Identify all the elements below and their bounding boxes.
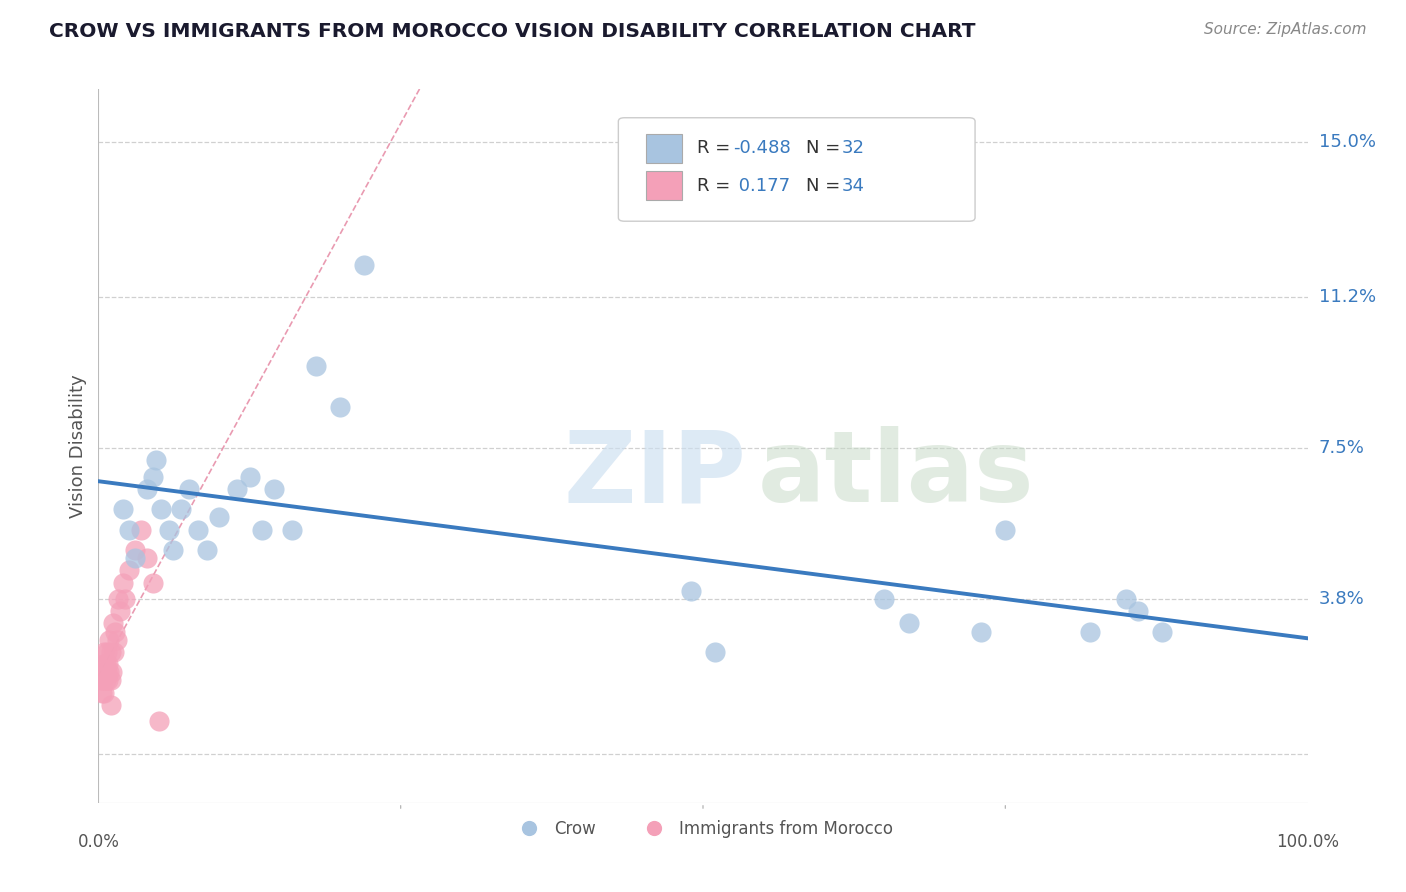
- Text: 3.8%: 3.8%: [1319, 590, 1364, 608]
- Point: [250, 523, 273, 537]
- Text: 0.177: 0.177: [734, 177, 790, 194]
- Point: [169, 502, 191, 516]
- Point: [103, 645, 125, 659]
- Text: 7.5%: 7.5%: [1319, 439, 1365, 457]
- Point: [679, 583, 702, 598]
- Point: [1152, 624, 1174, 639]
- Point: [91, 686, 114, 700]
- Point: [100, 698, 122, 712]
- Point: [148, 714, 170, 729]
- Point: [263, 482, 285, 496]
- Text: atlas: atlas: [758, 426, 1033, 523]
- Text: 32: 32: [842, 139, 865, 157]
- Point: [91, 657, 114, 672]
- Point: [329, 401, 352, 415]
- Point: [970, 624, 993, 639]
- Point: [100, 665, 122, 680]
- Point: [305, 359, 328, 374]
- Text: 15.0%: 15.0%: [1319, 133, 1375, 152]
- Y-axis label: Vision Disability: Vision Disability: [69, 374, 87, 518]
- Text: 100.0%: 100.0%: [1277, 833, 1339, 851]
- Point: [101, 616, 124, 631]
- Point: [145, 453, 167, 467]
- Point: [704, 645, 727, 659]
- Point: [129, 523, 152, 537]
- Point: [226, 482, 249, 496]
- Text: R =: R =: [697, 139, 735, 157]
- Point: [179, 482, 201, 496]
- Text: 34: 34: [842, 177, 865, 194]
- Point: [93, 665, 115, 680]
- FancyBboxPatch shape: [619, 118, 976, 221]
- FancyBboxPatch shape: [647, 171, 682, 200]
- Point: [91, 673, 114, 688]
- FancyBboxPatch shape: [647, 134, 682, 162]
- Point: [1078, 624, 1101, 639]
- Point: [135, 482, 157, 496]
- Point: [897, 616, 920, 631]
- Text: ZIP: ZIP: [564, 426, 747, 523]
- Point: [93, 686, 115, 700]
- Point: [111, 502, 134, 516]
- Point: [1128, 604, 1150, 618]
- Point: [108, 604, 131, 618]
- Point: [124, 551, 146, 566]
- Text: N =: N =: [806, 139, 846, 157]
- Point: [124, 543, 146, 558]
- Point: [353, 258, 375, 272]
- Point: [104, 624, 127, 639]
- Point: [90, 673, 112, 688]
- Point: [142, 575, 165, 590]
- Point: [96, 665, 118, 680]
- Point: [1115, 591, 1137, 606]
- Text: -0.488: -0.488: [734, 139, 792, 157]
- Point: [142, 469, 165, 483]
- Point: [994, 523, 1017, 537]
- Text: 11.2%: 11.2%: [1319, 288, 1376, 306]
- Point: [135, 551, 157, 566]
- Point: [100, 673, 122, 688]
- Text: R =: R =: [697, 177, 735, 194]
- Text: CROW VS IMMIGRANTS FROM MOROCCO VISION DISABILITY CORRELATION CHART: CROW VS IMMIGRANTS FROM MOROCCO VISION D…: [49, 22, 976, 41]
- Point: [157, 523, 180, 537]
- Point: [162, 543, 184, 558]
- Point: [98, 632, 121, 647]
- Point: [118, 563, 141, 577]
- Point: [93, 645, 115, 659]
- Point: [91, 665, 114, 680]
- Point: [105, 632, 128, 647]
- Point: [150, 502, 173, 516]
- Point: [98, 665, 121, 680]
- Text: Source: ZipAtlas.com: Source: ZipAtlas.com: [1204, 22, 1367, 37]
- Point: [114, 591, 136, 606]
- Point: [96, 645, 118, 659]
- Point: [873, 591, 896, 606]
- Point: [94, 673, 117, 688]
- Point: [239, 469, 262, 483]
- Point: [97, 657, 120, 672]
- Point: [111, 575, 134, 590]
- Legend: Crow, Immigrants from Morocco: Crow, Immigrants from Morocco: [506, 814, 900, 845]
- Text: N =: N =: [806, 177, 846, 194]
- Point: [118, 523, 141, 537]
- Point: [187, 523, 209, 537]
- Point: [208, 510, 231, 524]
- Point: [281, 523, 304, 537]
- Point: [97, 673, 120, 688]
- Point: [94, 657, 117, 672]
- Text: 0.0%: 0.0%: [77, 833, 120, 851]
- Point: [107, 591, 129, 606]
- Point: [100, 645, 122, 659]
- Point: [195, 543, 218, 558]
